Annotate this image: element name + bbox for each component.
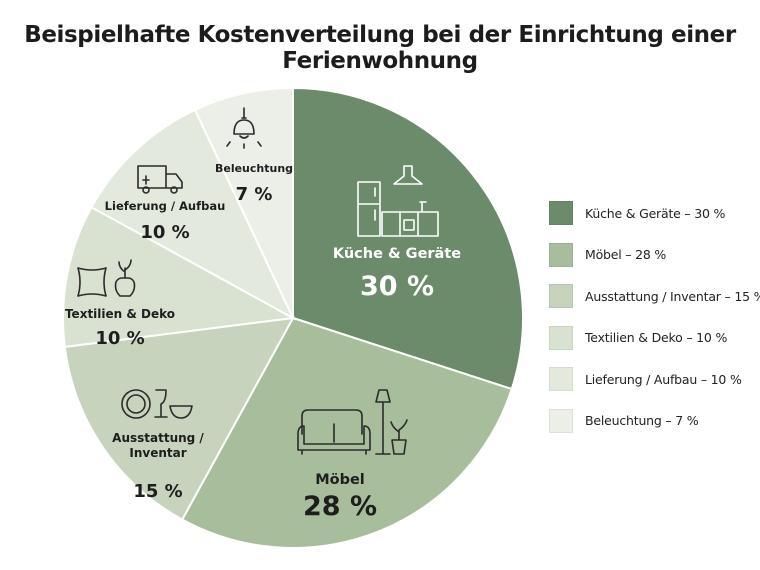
slice-value-label: 7 % (236, 184, 273, 205)
slice-value-label: 30 % (360, 271, 434, 302)
legend-swatch (549, 201, 573, 225)
legend: Küche & Geräte – 30 % Möbel – 28 % Ausst… (549, 199, 760, 449)
legend-item-lieferung: Lieferung / Aufbau – 10 % (549, 365, 754, 393)
legend-item-kueche: Küche & Geräte – 30 % (549, 199, 754, 227)
legend-swatch (549, 284, 573, 309)
slice-value-label: 15 % (133, 481, 182, 502)
slice-label: Lieferung / Aufbau (105, 199, 226, 213)
legend-label: Lieferung / Aufbau – 10 % (585, 371, 742, 387)
slice-label: Möbel (315, 472, 365, 488)
legend-label: Küche & Geräte – 30 % (585, 205, 726, 221)
pie-slice (193, 86, 294, 319)
legend-swatch (549, 367, 573, 392)
legend-swatch (549, 242, 573, 267)
legend-label: Beleuchtung – 7 % (585, 413, 699, 429)
legend-item-moebel: Möbel – 28 % (549, 241, 754, 269)
slice-value-label: 10 % (140, 222, 189, 243)
pie-slice (90, 108, 296, 321)
pie-slice (63, 316, 295, 521)
slice-value-label: 28 % (303, 491, 377, 522)
chart-title: Beispielhafte Kostenverteilung bei der E… (24, 22, 736, 74)
slice-label: Textilien & Deko (65, 307, 175, 321)
pendant-lamp-icon (226, 107, 262, 149)
legend-item-ausstattung: Ausstattung / Inventar – 15 % (549, 282, 760, 310)
tableware-icon (121, 389, 193, 419)
slice-label: Küche & Geräte (333, 246, 461, 262)
kitchen-icon (357, 165, 439, 237)
legend-item-textilien: Textilien & Deko – 10 % (549, 324, 754, 352)
slice-label: Beleuchtung (215, 162, 293, 175)
legend-item-beleuchtung: Beleuchtung – 7 % (549, 407, 754, 435)
slice-label: Inventar (129, 446, 186, 460)
legend-label: Möbel – 28 % (585, 247, 667, 263)
pillow-vase-icon (77, 259, 136, 297)
slice-label: Ausstattung / (112, 431, 204, 445)
slice-value-label: 10 % (95, 328, 144, 349)
delivery-truck-icon (137, 165, 183, 194)
legend-swatch (549, 408, 573, 433)
pie-slice (180, 316, 514, 549)
legend-swatch (549, 325, 573, 350)
pie-slice (292, 86, 524, 391)
sofa-lamp-plant-icon (297, 389, 408, 455)
legend-label: Textilien & Deko – 10 % (585, 330, 728, 346)
legend-label: Ausstattung / Inventar – 15 % (585, 288, 760, 304)
pie-slice (62, 205, 297, 348)
